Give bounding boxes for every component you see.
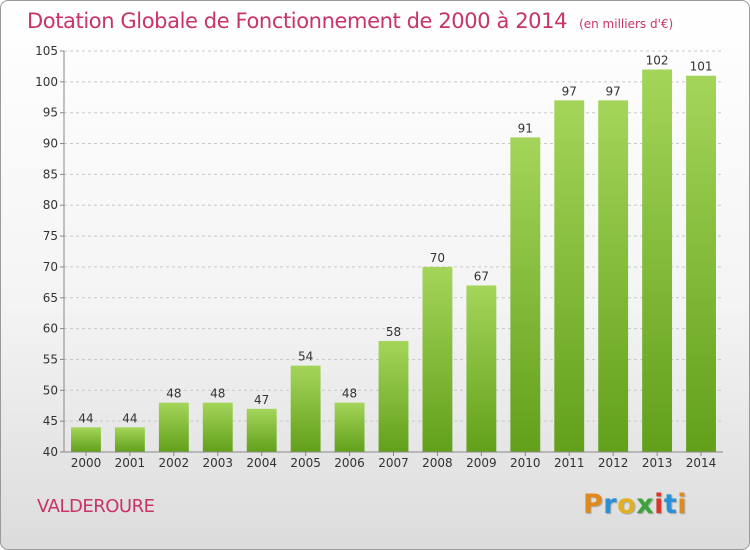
y-tick-label: 105 — [35, 44, 58, 58]
bar-2011 — [554, 100, 585, 452]
bar-2001 — [114, 427, 145, 452]
bar-2010 — [510, 137, 541, 452]
x-tick-label: 2006 — [334, 456, 365, 470]
logo-letter: t — [663, 489, 678, 520]
x-tick-label: 2000 — [71, 456, 102, 470]
bar-2000 — [71, 427, 101, 452]
y-tick-label: 70 — [43, 260, 58, 274]
commune-name: VALDEROURE — [37, 496, 155, 517]
logo-letter: i — [677, 489, 688, 520]
axes: 40 45 50 55 60 65 70 75 80 85 90 95 100 105 2000 2001 20… — [35, 44, 723, 470]
x-tick-label: 2013 — [642, 456, 673, 470]
data-label: 44 — [122, 411, 137, 425]
bar-2007 — [378, 340, 409, 452]
data-label: 91 — [518, 121, 533, 135]
y-tick-label: 45 — [43, 414, 58, 428]
bar-2002 — [158, 402, 189, 452]
bar-2009 — [466, 285, 497, 452]
logo-letter: o — [617, 489, 637, 520]
data-label: 48 — [342, 387, 357, 401]
x-tick-label: 2014 — [686, 456, 717, 470]
x-tick-label: 2011 — [554, 456, 585, 470]
data-label: 70 — [430, 251, 445, 265]
x-tick-label: 2002 — [159, 456, 190, 470]
x-tick-label: 2012 — [598, 456, 629, 470]
x-tick-label: 2007 — [378, 456, 409, 470]
y-tick-label: 65 — [43, 291, 58, 305]
logo-letter: x — [636, 489, 655, 520]
x-tick-label: 2009 — [466, 456, 497, 470]
data-label: 97 — [606, 84, 621, 98]
bar-2004 — [246, 408, 277, 452]
x-tick-label: 2008 — [422, 456, 453, 470]
data-label: 58 — [386, 325, 401, 339]
bar-2006 — [334, 402, 365, 452]
data-label: 54 — [298, 350, 313, 364]
y-tick-label: 75 — [43, 229, 58, 243]
y-tick-label: 50 — [43, 383, 58, 397]
data-label: 48 — [210, 387, 225, 401]
bar-2008 — [422, 266, 453, 452]
x-tick-label: 2004 — [246, 456, 277, 470]
data-label: 101 — [690, 60, 713, 74]
data-label: 67 — [474, 269, 489, 283]
chart-title: Dotation Globale de Fonctionnement de 20… — [27, 9, 673, 33]
y-tick-label: 85 — [43, 167, 58, 181]
data-label: 102 — [646, 54, 669, 68]
x-tick-label: 2001 — [115, 456, 146, 470]
data-label: 97 — [562, 84, 577, 98]
y-tick-label: 55 — [43, 352, 58, 366]
logo-letter: r — [603, 489, 618, 520]
y-tick-label: 100 — [35, 75, 58, 89]
data-label: 48 — [166, 387, 181, 401]
bar-2014 — [686, 75, 716, 452]
x-tick-label: 2005 — [290, 456, 321, 470]
bars: 44 44 48 48 47 54 48 58 70 67 91 97 97 102 101 — [71, 54, 716, 452]
y-tick-label: 80 — [43, 198, 58, 212]
data-label: 47 — [254, 393, 269, 407]
bar-2013 — [642, 69, 673, 452]
bar-2003 — [202, 402, 233, 452]
bar-2012 — [598, 100, 629, 452]
logo-letter: P — [583, 489, 604, 520]
proxiti-logo: Proxiti — [583, 489, 687, 520]
bar-2005 — [290, 365, 321, 452]
logo-letter: i — [654, 489, 664, 520]
y-tick-label: 95 — [43, 106, 58, 120]
y-tick-label: 60 — [43, 322, 58, 336]
y-tick-label: 40 — [43, 445, 58, 459]
y-tick-label: 90 — [43, 137, 58, 151]
x-tick-label: 2003 — [202, 456, 233, 470]
chart-title-text: Dotation Globale de Fonctionnement de 20… — [27, 9, 568, 33]
x-tick-label: 2010 — [510, 456, 541, 470]
data-label: 44 — [78, 411, 93, 425]
chart-subtitle: (en milliers d'€) — [579, 17, 674, 31]
